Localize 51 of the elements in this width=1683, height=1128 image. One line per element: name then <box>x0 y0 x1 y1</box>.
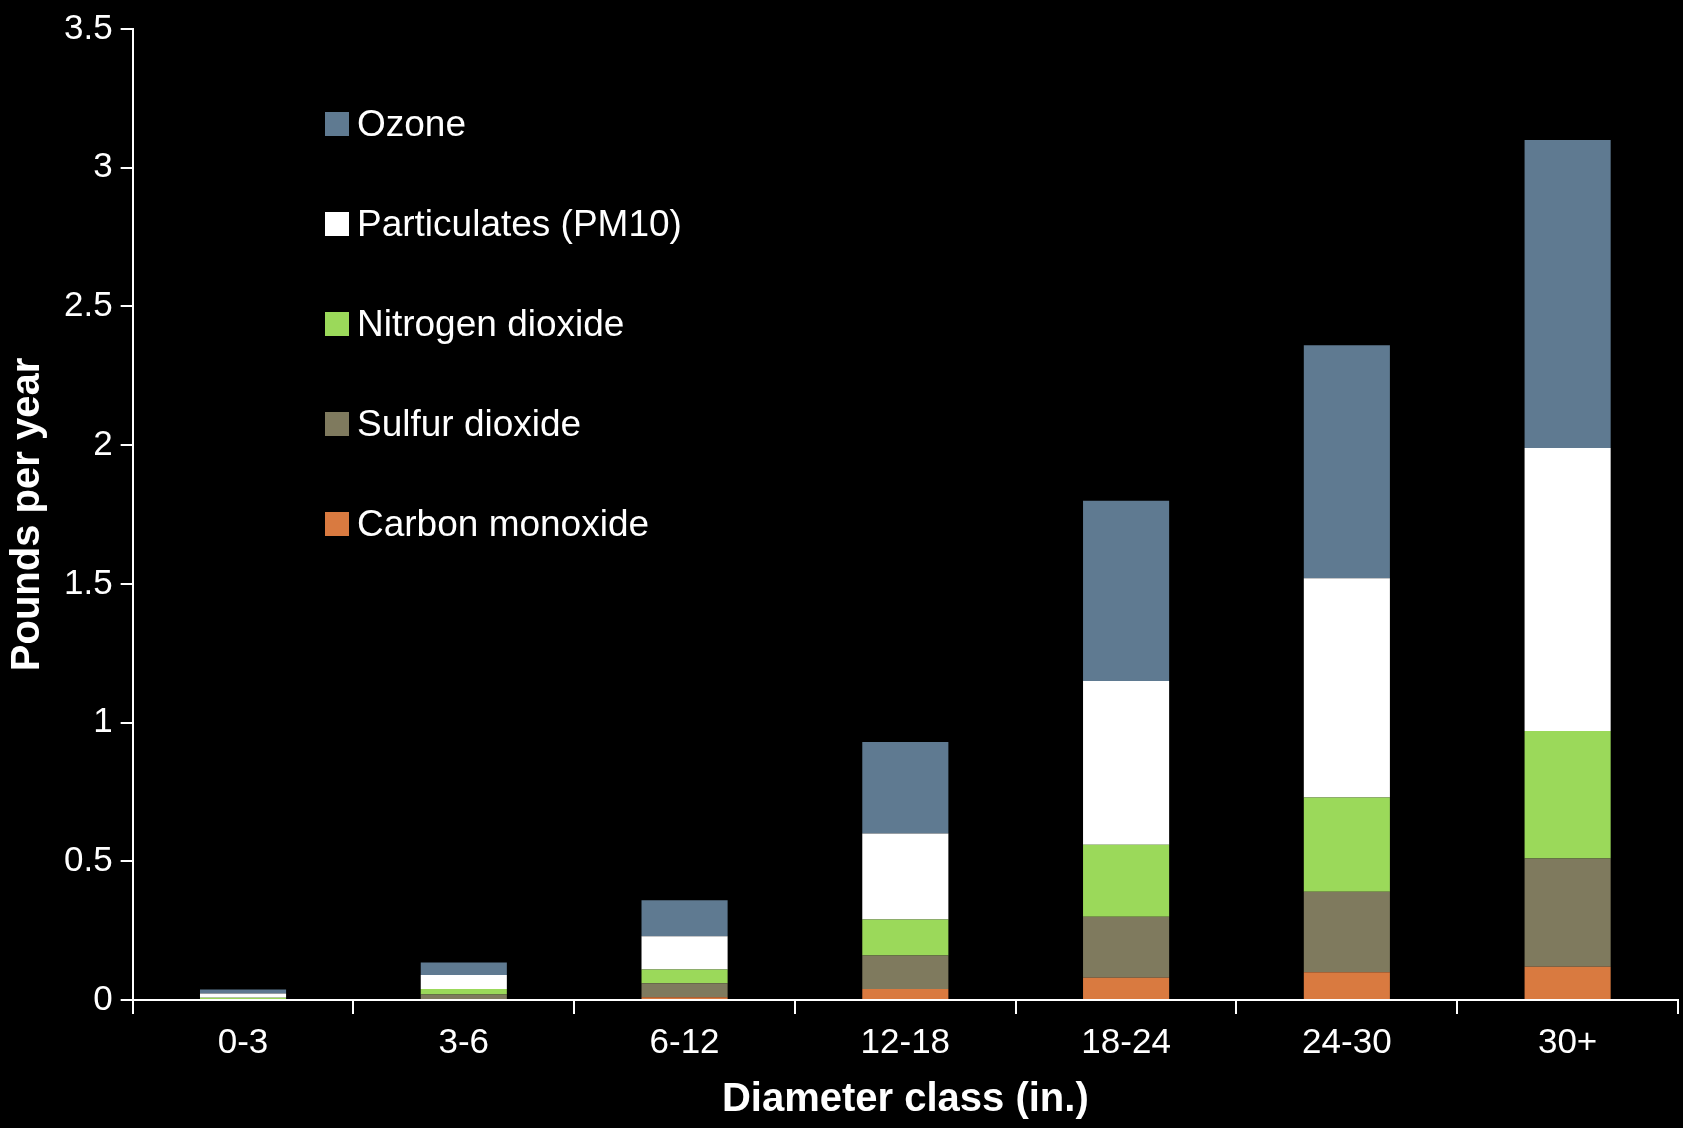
y-tick-label: 3 <box>93 145 113 185</box>
bar <box>1303 891 1390 973</box>
legend-label: Sulfur dioxide <box>357 402 582 446</box>
x-axis-title: Diameter class (in.) <box>721 1075 1089 1120</box>
legend-label: Particulates (PM10) <box>357 202 682 246</box>
y-tick-label: 1 <box>93 700 113 740</box>
bar <box>862 833 949 920</box>
bar <box>1083 916 1170 978</box>
y-tick-label: 3.5 <box>64 6 113 46</box>
bar <box>199 989 287 994</box>
y-tick-label: 1.5 <box>64 561 113 601</box>
bar <box>1524 139 1611 448</box>
bar <box>420 988 507 995</box>
bar <box>420 975 507 989</box>
bar <box>1303 578 1390 798</box>
bar <box>641 900 728 937</box>
bar <box>862 955 949 989</box>
y-tick-label: 0 <box>93 977 113 1017</box>
bar <box>641 936 728 970</box>
bar <box>641 969 728 984</box>
legend-label: Carbon monoxide <box>357 502 650 546</box>
bar <box>420 994 507 999</box>
x-tick-label: 0-3 <box>217 1020 269 1060</box>
bar <box>862 741 949 834</box>
x-tick-label: 24-30 <box>1302 1020 1392 1060</box>
x-tick-label: 12-18 <box>860 1020 951 1060</box>
y-axis-title: Pounds per year <box>3 357 48 672</box>
y-tick-label: 0.5 <box>64 838 113 878</box>
bar <box>1524 447 1611 731</box>
legend-label: Ozone <box>357 102 467 146</box>
bar <box>1524 858 1611 967</box>
bar <box>862 919 949 956</box>
bar <box>1524 966 1611 999</box>
bar <box>862 988 949 999</box>
bar <box>1083 500 1170 681</box>
bar <box>1303 345 1390 579</box>
bar <box>641 983 728 998</box>
bar <box>1303 797 1390 892</box>
x-tick-label: 30+ <box>1537 1020 1598 1060</box>
bar <box>1303 972 1390 999</box>
bar <box>1083 977 1170 999</box>
bar <box>1524 730 1611 859</box>
legend-label: Nitrogen dioxide <box>357 302 625 346</box>
bar <box>1083 844 1170 917</box>
y-tick-label: 2.5 <box>64 284 113 324</box>
bar <box>420 962 507 976</box>
x-tick-label: 6-12 <box>649 1020 720 1060</box>
bar <box>1083 680 1170 845</box>
y-tick-label: 2 <box>93 422 113 462</box>
x-tick-label: 18-24 <box>1081 1020 1171 1060</box>
x-tick-label: 3-6 <box>438 1020 490 1060</box>
